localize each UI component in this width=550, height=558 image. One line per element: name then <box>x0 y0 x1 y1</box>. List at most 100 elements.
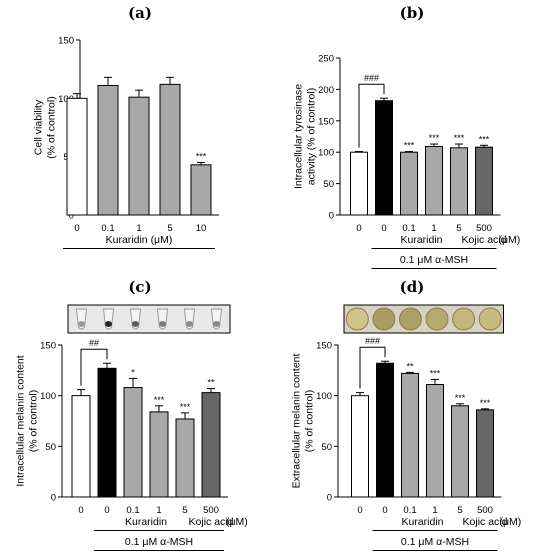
treatment-label: 0.1 μM α-MSH <box>125 536 193 548</box>
x-tick-label: 5 <box>167 223 172 234</box>
bracket-label: ## <box>89 338 99 348</box>
x-tick-label: 1 <box>136 223 141 234</box>
x-tick-label: 1 <box>431 223 436 234</box>
x-tick-label: 0.1 <box>402 223 415 234</box>
pellet-icon <box>132 321 139 327</box>
panel-title: (b) <box>400 4 425 22</box>
significance-label: *** <box>480 398 491 408</box>
y-axis-label: Intracellular melanin content(% of contr… <box>15 355 40 486</box>
group-label: Kojic acid <box>462 234 507 246</box>
x-tick-label: 500 <box>203 505 219 516</box>
panel-title: (a) <box>128 4 152 22</box>
y-axis-label-line: (% of control) <box>46 96 58 158</box>
y-axis-label: Intracellular tyrosinaseactivity (% of c… <box>293 84 318 189</box>
x-tick-label: 0.1 <box>403 505 416 516</box>
x-tick-label: 5 <box>182 505 187 516</box>
y-tick-label: 50 <box>321 442 332 453</box>
bar <box>351 395 369 498</box>
significance-label: *** <box>430 368 441 378</box>
group-label: Kuraridin <box>400 234 442 246</box>
x-tick-label: 1 <box>156 505 161 516</box>
x-tick-label: 0 <box>104 505 109 516</box>
pellet-icon <box>186 321 193 327</box>
well-icon <box>425 307 449 331</box>
significance-label: *** <box>455 393 466 403</box>
bar <box>451 405 469 498</box>
y-tick-label: 0 <box>69 211 74 222</box>
y-axis-label-line: Extracellular melanin content <box>291 354 303 489</box>
treatment-label: 0.1 μM α-MSH <box>400 254 468 266</box>
bar <box>401 372 419 498</box>
bar <box>149 411 169 498</box>
x-tick-label: 0 <box>382 505 387 516</box>
y-axis-label-line: Intracellular melanin content <box>15 355 27 486</box>
y-tick-label: 200 <box>318 85 334 96</box>
x-tick-label: 500 <box>476 223 492 234</box>
x-tick-label: 0 <box>74 223 79 234</box>
x-tick-label: 0.1 <box>101 223 114 234</box>
bar <box>128 96 150 216</box>
y-axis-label-line: Intracellular tyrosinase <box>293 84 305 189</box>
significance-label: *** <box>429 133 440 143</box>
y-axis-label-line: activity (% of control) <box>306 88 318 185</box>
x-tick-label: 10 <box>196 223 207 234</box>
significance-label: *** <box>404 141 415 151</box>
comparison-bracket <box>359 346 386 389</box>
bar <box>97 85 119 216</box>
bar <box>123 387 143 498</box>
panel-title: (c) <box>128 278 151 296</box>
y-tick-label: 100 <box>40 391 56 402</box>
well-icon <box>372 307 396 331</box>
y-axis-label-line: (% of control) <box>28 390 40 452</box>
bracket-label: ### <box>364 73 379 83</box>
y-tick-label: 150 <box>40 341 56 352</box>
well-icon <box>398 307 422 331</box>
well-icon <box>452 307 476 331</box>
significance-label: *** <box>479 134 490 144</box>
bar <box>425 146 443 216</box>
y-tick-label: 100 <box>318 148 334 159</box>
bar <box>376 362 394 498</box>
group-label: Kuraridin <box>125 516 167 528</box>
significance-label: *** <box>196 152 207 162</box>
y-tick-label: 100 <box>316 391 332 402</box>
unit-label: (μM) <box>499 234 521 246</box>
well-icon <box>345 307 369 331</box>
unit-label: (μM) <box>226 516 248 528</box>
bar <box>426 384 444 498</box>
x-tick-label: 5 <box>457 505 462 516</box>
bar <box>190 164 212 216</box>
bar <box>66 97 88 216</box>
y-axis-label: Cell viability(% of control) <box>33 96 58 158</box>
y-tick-label: 250 <box>318 54 334 65</box>
unit-label: (μM) <box>500 516 522 528</box>
bar <box>71 395 91 498</box>
x-tick-label: 0 <box>381 223 386 234</box>
bar <box>476 409 494 498</box>
x-tick-label: 0.1 <box>126 505 139 516</box>
y-axis-label-line: Cell viability <box>33 99 45 155</box>
significance-label: * <box>131 367 135 377</box>
bar <box>350 151 368 216</box>
y-tick-label: 0 <box>51 493 56 504</box>
bracket-label: ### <box>365 336 380 346</box>
y-tick-label: 150 <box>318 116 334 127</box>
y-tick-label: 150 <box>58 36 74 47</box>
y-tick-label: 100 <box>58 94 74 105</box>
group-label: Kojic acid <box>463 516 508 528</box>
y-tick-label: 0 <box>327 493 332 504</box>
comparison-bracket <box>80 348 108 386</box>
bar <box>375 100 393 216</box>
bar <box>159 83 181 216</box>
x-tick-label: 5 <box>456 223 461 234</box>
pellet-icon <box>213 321 220 327</box>
bar <box>175 418 195 498</box>
y-axis-label: Extracellular melanin content(% of contr… <box>291 354 316 489</box>
significance-label: ** <box>207 378 215 388</box>
panel-a: (a)050100150Cell viability(% of control)… <box>33 4 219 249</box>
y-axis-label-line: (% of control) <box>304 390 316 452</box>
well-icon <box>478 307 502 331</box>
